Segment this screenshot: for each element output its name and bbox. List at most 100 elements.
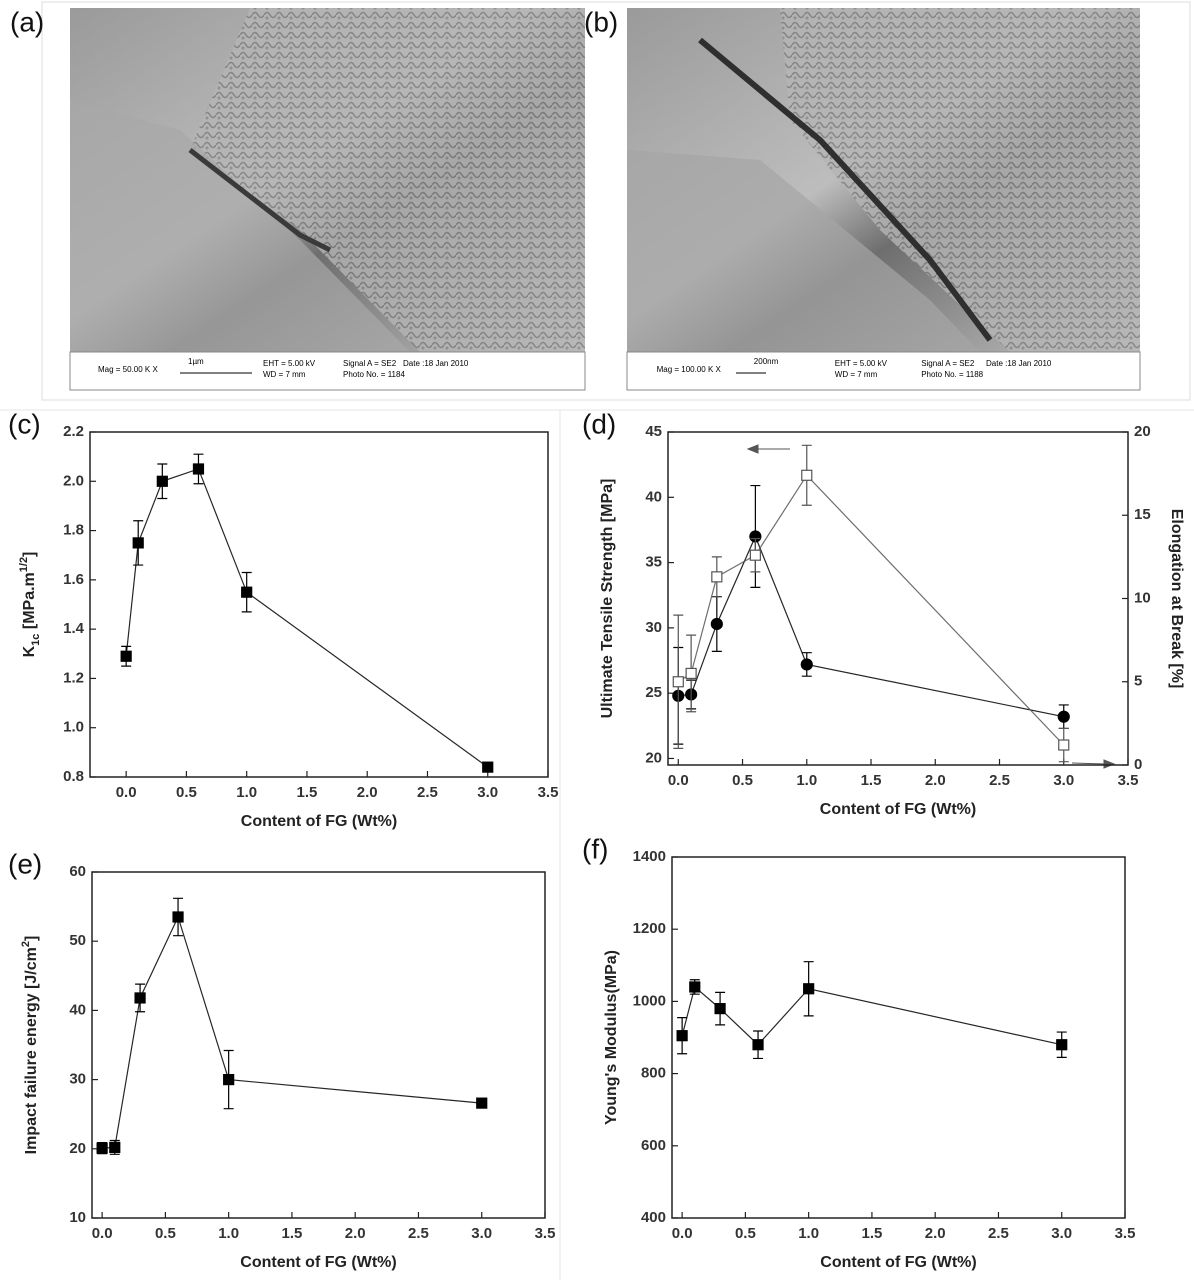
marker: [672, 676, 684, 688]
info-photo: Photo No. = 1188: [921, 370, 983, 379]
x-tick-label: 3.5: [1118, 772, 1139, 789]
y-tick-label: 50: [69, 932, 86, 949]
info-eht: EHT = 5.00 kV: [263, 359, 316, 368]
y-tick-label: 1000: [633, 992, 666, 1009]
x-axis-label: Content of FG (Wt%): [820, 1254, 976, 1271]
marker: [749, 549, 761, 561]
info-wd: WD = 7 mm: [263, 370, 306, 379]
marker: [752, 1039, 764, 1051]
y2-tick-label: 0: [1134, 756, 1142, 773]
y-tick-label: 60: [69, 863, 86, 880]
y2-tick-label: 15: [1134, 506, 1151, 523]
x-tick-label: 0.0: [116, 784, 137, 801]
y-tick-label: 1.6: [63, 571, 84, 588]
x-tick-label: 3.0: [1053, 772, 1074, 789]
y-axis-label: Ultimate Tensile Strength [MPa]: [599, 479, 616, 719]
x-tick-label: 3.5: [1115, 1225, 1136, 1242]
x-tick-label: 0.5: [735, 1225, 756, 1242]
x-tick-label: 1.5: [861, 772, 882, 789]
series-line: [681, 985, 1062, 1046]
x-tick-label: 2.0: [345, 1225, 366, 1242]
y2-tick-label: 20: [1134, 423, 1151, 440]
y-axis-label-part: ]: [21, 552, 38, 557]
info-wd: WD = 7 mm: [835, 370, 878, 379]
y-tick-label: 25: [645, 684, 662, 701]
marker: [1057, 710, 1070, 723]
marker: [132, 537, 144, 549]
x-tick-label: 3.0: [1051, 1225, 1072, 1242]
series-line: [125, 468, 489, 768]
x-tick-label: 1.5: [281, 1225, 302, 1242]
marker: [134, 992, 146, 1004]
marker: [714, 1003, 726, 1015]
x-tick-label: 1.0: [796, 772, 817, 789]
series-line: [102, 915, 482, 1149]
panel-label: (d): [582, 408, 616, 439]
y-axis-label-part: Ultimate Tensile Strength [MPa]: [599, 479, 616, 719]
x-axis-label: Content of FG (Wt%): [820, 801, 976, 818]
info-mag: Mag = 50.00 K X: [98, 365, 158, 374]
marker: [676, 1030, 688, 1042]
y-tick-label: 2.2: [63, 423, 84, 440]
x-tick-label: 0.0: [668, 772, 689, 789]
marker: [685, 667, 697, 680]
marker: [800, 658, 813, 671]
y-tick-label: 1.4: [63, 620, 85, 637]
marker: [1056, 1039, 1068, 1051]
x-tick-label: 3.0: [477, 784, 498, 801]
info-scale: 200nm: [754, 357, 779, 366]
panel-label: (e): [8, 848, 42, 879]
y-axis-label: Impact failure energy [J/cm2]: [20, 936, 40, 1155]
x-tick-label: 1.0: [218, 1225, 239, 1242]
marker: [241, 586, 253, 598]
y-tick-label: 600: [641, 1137, 666, 1154]
marker: [120, 650, 132, 662]
sem-image-a: [69, 8, 586, 391]
x-tick-label: 2.0: [357, 784, 378, 801]
marker: [223, 1073, 235, 1086]
marker: [109, 1141, 121, 1154]
y-tick-label: 45: [645, 423, 662, 440]
info-scale: 1µm: [188, 357, 204, 366]
marker: [172, 911, 184, 923]
x-tick-label: 0.0: [92, 1225, 113, 1242]
y-axis-label-part: ]: [23, 936, 40, 941]
y2-tick-label: 5: [1134, 673, 1142, 690]
y-axis-label-part: [MPa.m: [21, 572, 38, 633]
y-tick-label: 800: [641, 1065, 666, 1082]
y-axis-label-part: Young's Modulus(MPa): [603, 950, 620, 1125]
x-tick-label: 0.0: [672, 1225, 693, 1242]
y2-tick-label: 10: [1134, 589, 1151, 606]
y-tick-label: 40: [69, 1001, 86, 1018]
y-axis-label-part: 1c: [30, 634, 42, 646]
info-mag: Mag = 100.00 K X: [657, 365, 722, 374]
y-tick-label: 1400: [633, 848, 666, 865]
x-tick-label: 1.5: [861, 1225, 882, 1242]
x-tick-label: 2.0: [925, 1225, 946, 1242]
x-tick-label: 0.5: [732, 772, 753, 789]
marker: [96, 1142, 108, 1154]
marker: [1058, 739, 1070, 751]
plot-frame: [89, 431, 549, 778]
y-axis-label-part: 2: [20, 941, 32, 947]
y-tick-label: 30: [645, 619, 662, 636]
marker: [803, 983, 815, 995]
x-tick-label: 0.5: [176, 784, 197, 801]
panel-label: (b): [584, 6, 618, 37]
y-axis-label-part: K: [21, 645, 38, 657]
x-axis-label: Content of FG (Wt%): [240, 1254, 396, 1271]
x-tick-label: 3.5: [535, 1225, 556, 1242]
x-tick-label: 2.5: [417, 784, 438, 801]
x-tick-label: 1.0: [798, 1225, 819, 1242]
y-tick-label: 1200: [633, 920, 666, 937]
x-tick-label: 1.0: [236, 784, 257, 801]
x-tick-label: 0.5: [155, 1225, 176, 1242]
plot-frame: [671, 856, 1126, 1219]
x-tick-label: 2.0: [925, 772, 946, 789]
y-axis-label-part: 1/2: [18, 557, 30, 572]
y-tick-label: 2.0: [63, 472, 84, 489]
marker: [711, 571, 723, 583]
info-date: Date :18 Jan 2010: [986, 359, 1052, 368]
info-signal: Signal A = SE2: [921, 359, 975, 368]
